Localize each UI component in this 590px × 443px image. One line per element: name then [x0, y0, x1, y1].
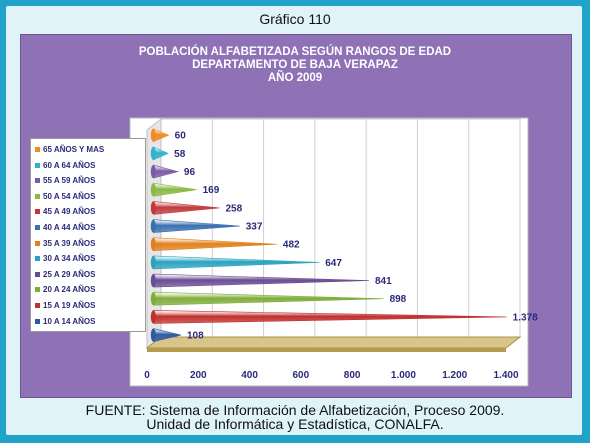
legend-label: 10 A 14 AÑOS [43, 316, 96, 326]
legend-item: 10 A 14 AÑOS [35, 314, 95, 329]
legend-label: 35 A 39 AÑOS [43, 238, 96, 248]
legend-label: 25 A 29 AÑOS [43, 269, 96, 279]
bar-base [150, 201, 156, 215]
chart-title-line-1: POBLACIÓN ALFABETIZADA SEGÚN RANGOS DE E… [138, 46, 452, 58]
bar-base [150, 237, 156, 251]
legend-item: 50 A 54 AÑOS [35, 189, 95, 204]
data-label: 58 [174, 149, 186, 160]
legend-swatch [35, 147, 40, 152]
legend-swatch [35, 209, 40, 215]
legend-item: 35 A 39 AÑOS [35, 236, 95, 251]
legend-swatch [35, 178, 40, 184]
legend-label: 20 A 24 AÑOS [43, 285, 96, 295]
chart-title-line-2: DEPARTAMENTO DE BAJA VERAPAZ [192, 59, 398, 71]
data-label: 1.378 [513, 312, 538, 323]
bar-base [150, 292, 156, 306]
bar-base [150, 274, 156, 288]
legend-swatch [35, 240, 40, 246]
legend-label: 50 A 54 AÑOS [43, 191, 96, 201]
footer-line-1: FUENTE: Sistema de Información de Alfabe… [85, 402, 505, 418]
legend-label: 65 AÑOS Y MAS [43, 145, 105, 154]
x-tick-label: 600 [293, 370, 310, 381]
x-tick-label: 0 [144, 370, 150, 381]
legend-label: 30 A 34 AÑOS [43, 254, 96, 264]
legend-item: 20 A 24 AÑOS [35, 282, 95, 297]
data-label: 108 [187, 331, 204, 342]
bar-base [150, 183, 156, 197]
legend-item: 40 A 44 AÑOS [35, 220, 95, 235]
legend-item: 45 A 49 AÑOS [35, 204, 95, 219]
legend-item: 65 AÑOS Y MAS [35, 142, 104, 157]
legend-swatch [35, 271, 40, 277]
legend-item: 15 A 19 AÑOS [35, 298, 95, 313]
floor-front [147, 348, 506, 352]
x-tick-label: 1.000 [391, 370, 416, 381]
footer-line-2: Unidad de Informática y Estadística, CON… [146, 416, 444, 432]
legend-swatch [35, 303, 40, 308]
legend-swatch [35, 162, 40, 168]
data-label: 898 [390, 294, 407, 305]
x-tick-label: 400 [241, 370, 258, 381]
legend-label: 45 A 49 AÑOS [43, 207, 96, 217]
legend-swatch [35, 225, 40, 230]
legend-swatch [35, 256, 40, 262]
data-label: 169 [203, 185, 220, 196]
chart-legend: 65 AÑOS Y MAS 60 A 64 AÑOS 55 A 59 AÑOS 50 … [30, 138, 146, 332]
x-tick-label: 1.200 [442, 370, 467, 381]
source-footer: FUENTE: Sistema de Información de Alfabe… [0, 403, 590, 431]
data-label: 482 [283, 240, 300, 251]
legend-swatch [35, 193, 40, 199]
legend-label: 40 A 44 AÑOS [43, 223, 96, 232]
bar-base [150, 328, 156, 342]
legend-label: 60 A 64 AÑOS [43, 160, 96, 170]
chart-title-line-3: AÑO 2009 [267, 72, 323, 84]
data-label: 647 [325, 258, 342, 269]
x-tick-label: 800 [344, 370, 361, 381]
chart-title: POBLACIÓN ALFABETIZADA SEGÚN RANGOS DE E… [0, 46, 590, 85]
x-tick-label: 200 [190, 370, 207, 381]
data-label: 60 [175, 131, 187, 142]
legend-item: 60 A 64 AÑOS [35, 158, 95, 173]
data-label: 337 [246, 222, 263, 233]
bar-base [150, 146, 156, 160]
legend-item: 55 A 59 AÑOS [35, 173, 95, 188]
legend-item: 25 A 29 AÑOS [35, 267, 95, 282]
bar-base [150, 165, 156, 179]
bar-base [150, 310, 156, 324]
data-label: 96 [184, 167, 196, 178]
legend-label: 55 A 59 AÑOS [43, 176, 96, 186]
bar-base [150, 128, 156, 142]
data-label: 841 [375, 276, 392, 287]
x-tick-label: 1.400 [493, 370, 518, 381]
bar-base [150, 255, 156, 269]
figure-label: Gráfico 110 [259, 11, 331, 27]
bar-base [150, 219, 156, 233]
legend-label: 15 A 19 AÑOS [43, 301, 96, 310]
legend-swatch [35, 287, 40, 293]
data-label: 258 [225, 203, 242, 214]
legend-item: 30 A 34 AÑOS [35, 251, 95, 266]
legend-swatch [35, 318, 40, 324]
